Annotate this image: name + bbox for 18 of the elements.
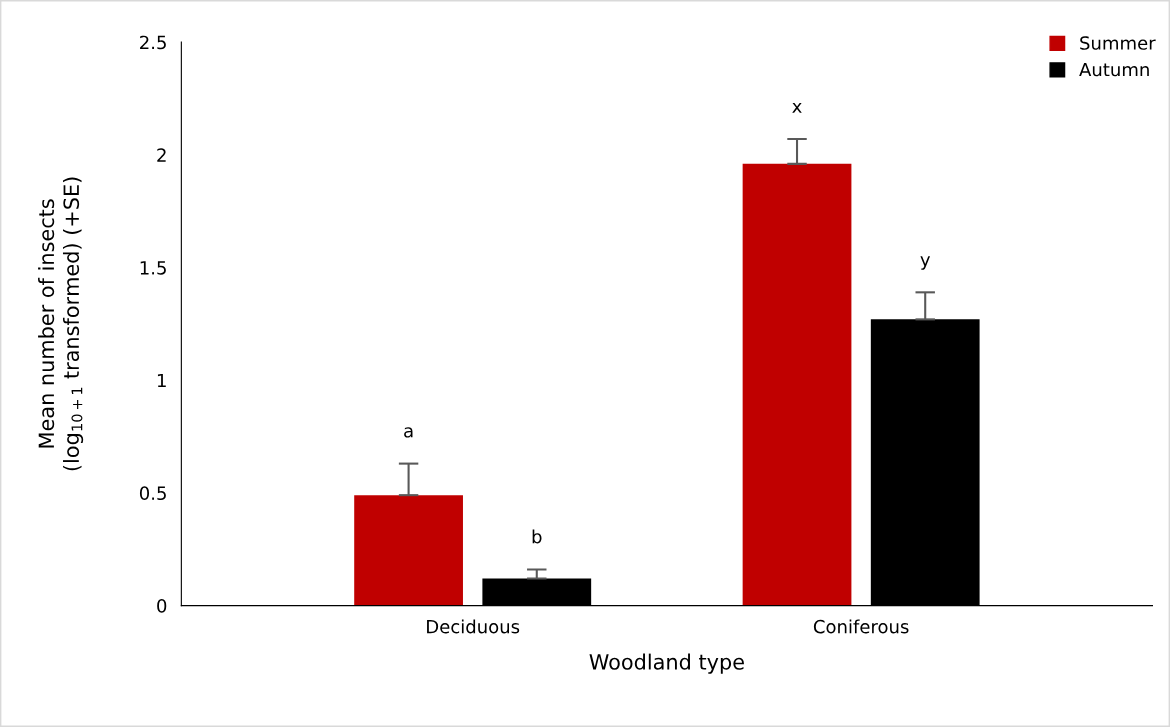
bar: [742, 163, 852, 606]
y-tick-label: 0: [157, 599, 167, 613]
bar: [354, 495, 463, 606]
x-tick-label: Deciduous: [427, 619, 520, 634]
legend-label: Autumn: [1079, 62, 1149, 77]
y-tick-label: 2.5: [140, 35, 166, 50]
legend-label: Summer: [1080, 36, 1156, 50]
y-tick-label: 0.5: [139, 486, 166, 501]
y-tick-label: 1.5: [140, 261, 166, 275]
y-tick-label: 2: [157, 148, 166, 162]
y-axis-title: Mean number of insects (log$_{10+1}$ transformed) (+SE): [38, 177, 84, 471]
x-axis-title: Woodland type: [589, 653, 744, 674]
annotation: a: [404, 427, 413, 438]
y-tick-label: 1: [157, 373, 166, 388]
x-tick-label: Coniferous: [813, 619, 909, 634]
annotation: y: [920, 256, 931, 270]
annotation: b: [532, 529, 542, 544]
annotation: x: [792, 102, 802, 113]
